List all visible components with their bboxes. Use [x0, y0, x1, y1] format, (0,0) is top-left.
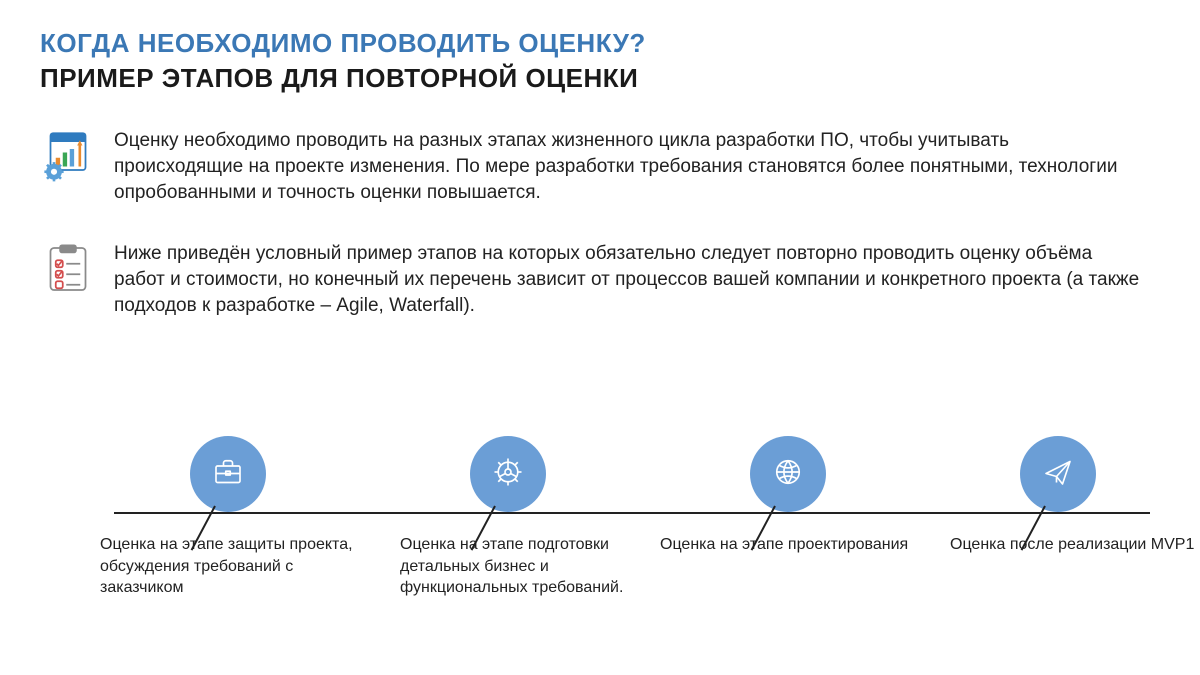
- timeline-axis: [114, 512, 1150, 514]
- paper-plane-icon: [1040, 454, 1076, 495]
- checklist-icon: [40, 241, 96, 297]
- globe-icon: [770, 454, 806, 495]
- slide-title-line1: КОГДА НЕОБХОДИМО ПРОВОДИТЬ ОЦЕНКУ?: [40, 28, 1160, 59]
- chart-gear-icon: [40, 128, 96, 184]
- timeline-node-4: [1020, 436, 1096, 512]
- timeline-stage-label-4: Оценка после реализации MVP1: [950, 534, 1200, 556]
- slide-title-line2: ПРИМЕР ЭТАПОВ ДЛЯ ПОВТОРНОЙ ОЦЕНКИ: [40, 63, 1160, 94]
- intro-text-1: Оценку необходимо проводить на разных эт…: [114, 128, 1160, 207]
- timeline: Оценка на этапе защиты проекта, обсужден…: [100, 396, 1160, 636]
- intro-block-2: Ниже приведён условный пример этапов на …: [40, 241, 1160, 320]
- timeline-node-3: [750, 436, 826, 512]
- timeline-node-1: [190, 436, 266, 512]
- timeline-stage-label-2: Оценка на этапе подготовки детальных биз…: [400, 534, 660, 599]
- slide: КОГДА НЕОБХОДИМО ПРОВОДИТЬ ОЦЕНКУ? ПРИМЕ…: [0, 0, 1200, 675]
- intro-text-2: Ниже приведён условный пример этапов на …: [114, 241, 1160, 320]
- briefcase-icon: [210, 454, 246, 495]
- gear-steering-icon: [490, 454, 526, 495]
- intro-block-1: Оценку необходимо проводить на разных эт…: [40, 128, 1160, 207]
- timeline-node-2: [470, 436, 546, 512]
- timeline-stage-label-3: Оценка на этапе проектирования: [660, 534, 920, 556]
- timeline-stage-label-1: Оценка на этапе защиты проекта, обсужден…: [100, 534, 360, 599]
